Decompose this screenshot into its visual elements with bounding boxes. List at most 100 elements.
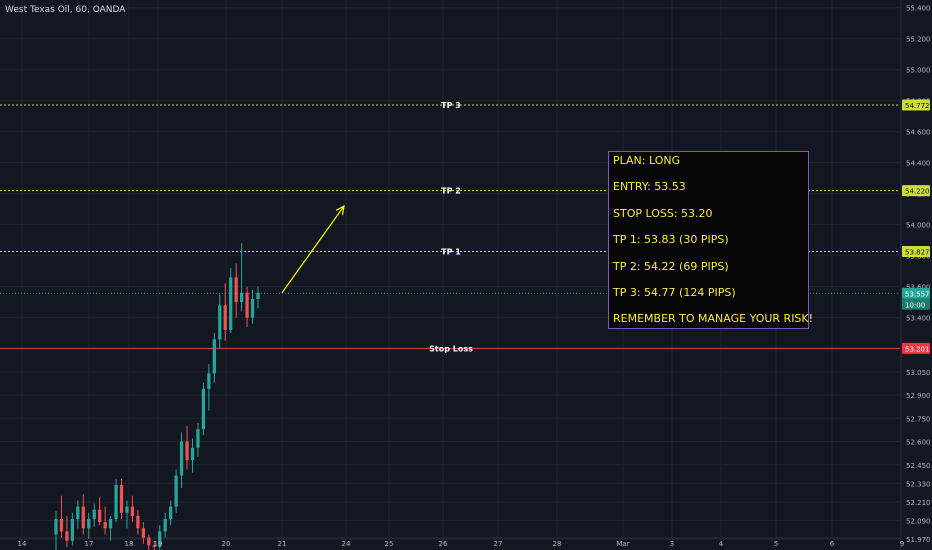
candle-body	[98, 509, 102, 523]
candle-body	[212, 339, 216, 374]
candle-body	[174, 475, 178, 507]
candle-body	[245, 292, 249, 318]
price-axis[interactable]: 55.40055.20055.00054.80054.60054.40054.2…	[906, 5, 931, 544]
time-tick-label: 19	[154, 540, 163, 548]
arrow-shaft	[281, 205, 345, 294]
price-tick-label: 53.400	[906, 315, 931, 323]
stop-loss-label: Stop Loss	[429, 344, 473, 353]
candles	[54, 243, 260, 550]
price-tick-label: 52.090	[906, 518, 931, 526]
candle-body	[141, 528, 145, 538]
price-tick-label: 53.050	[906, 369, 931, 377]
candle-body	[103, 522, 107, 529]
candle-body	[158, 531, 162, 547]
plan-line-tp1: TP 1: 53.83 (30 PIPS)	[613, 233, 729, 247]
take-profit-price-tag: 53.827	[905, 248, 930, 256]
stop-loss-price-tag: 53.201	[905, 345, 930, 353]
price-tick-label: 54.600	[906, 129, 931, 137]
time-tick-label: 3	[670, 540, 674, 548]
plan-line-tp2: TP 2: 54.22 (69 PIPS)	[613, 259, 729, 273]
candle-body	[152, 545, 156, 547]
candle-body	[76, 506, 80, 520]
price-tick-label: 52.750	[906, 415, 931, 423]
candle-body	[92, 509, 96, 520]
candle-body	[239, 292, 244, 303]
last-price-tag: 53.557	[905, 290, 930, 298]
time-tick-label: 9	[900, 540, 904, 548]
price-tick-label: 51.970	[906, 536, 931, 544]
take-profit-label: TP 1	[441, 247, 461, 256]
candle-body	[130, 506, 135, 516]
time-tick-label: 28	[553, 540, 562, 548]
candle-body	[163, 519, 167, 532]
candle-body	[223, 305, 227, 330]
price-tick-label: 52.600	[906, 439, 931, 447]
candle-body	[185, 441, 189, 461]
candle-body	[65, 531, 69, 541]
time-tick-label: Mar	[616, 540, 629, 548]
plan-line-stop-loss: STOP LOSS: 53.20	[613, 206, 713, 220]
stop-loss-price-tag-bg	[902, 342, 930, 354]
plan-line-direction: PLAN: LONG	[613, 154, 681, 167]
candle-body	[190, 447, 195, 461]
price-tick-label: 52.450	[906, 462, 931, 470]
candle-body	[179, 441, 184, 476]
candle-body	[125, 506, 129, 513]
time-tick-label: 21	[278, 540, 287, 548]
trade-plan-box: PLAN: LONG ENTRY: 53.53 STOP LOSS: 53.20…	[608, 151, 813, 329]
price-tick-label: 53.600	[906, 284, 931, 292]
take-profit-price-tag-bg	[902, 99, 930, 111]
candle-body	[207, 373, 211, 389]
price-tick-label: 55.400	[906, 5, 931, 13]
plan-line-risk-note: REMEMBER TO MANAGE YOUR RISK!	[613, 312, 814, 326]
candle-body	[218, 305, 222, 340]
bar-countdown-tag: 10:00	[905, 301, 925, 309]
candle-body	[196, 429, 200, 448]
candle-body	[81, 506, 85, 529]
candle-body	[114, 484, 118, 520]
candle-body	[108, 519, 113, 529]
take-profit-price-tag-bg	[902, 185, 930, 197]
candle-body	[54, 519, 58, 535]
take-profit-price-tag: 54.220	[905, 188, 930, 196]
time-tick-label: 18	[125, 540, 134, 548]
time-axis[interactable]: 14 17 18 19 20 21 24 25 26 27 28 Mar 3 4 5 6 9	[18, 540, 905, 548]
candle-body	[201, 388, 206, 430]
price-tick-label: 54.400	[906, 160, 931, 168]
candle-body	[70, 519, 75, 541]
last-price-tag-bg	[902, 287, 930, 299]
candle-body	[59, 519, 64, 532]
time-tick-label: 27	[494, 540, 503, 548]
time-tick-label: 4	[719, 540, 724, 548]
time-tick-label: 5	[774, 540, 778, 548]
price-tags: 54.772 54.220 53.827 53.201 53.557 10:00	[902, 99, 930, 354]
candle-body	[234, 277, 238, 303]
take-profit-price-tag: 54.772	[905, 102, 930, 110]
candle-body	[147, 537, 151, 546]
candle-body	[169, 506, 173, 520]
candle-body	[250, 299, 255, 318]
symbol-title: West Texas Oil, 60, OANDA	[5, 5, 126, 15]
candle-body	[256, 292, 260, 300]
price-tick-label: 55.000	[906, 67, 931, 75]
candle-body	[87, 519, 91, 529]
price-tick-label: 55.200	[906, 36, 931, 44]
time-tick-label: 17	[85, 540, 94, 548]
time-tick-label: 14	[18, 540, 27, 548]
candle-body	[136, 515, 140, 529]
time-tick-label: 26	[439, 540, 448, 548]
bar-countdown-tag-bg	[902, 298, 930, 310]
time-tick-label: 25	[385, 540, 394, 548]
price-tick-label: 52.900	[906, 392, 931, 400]
time-tick-label: 24	[342, 540, 351, 548]
candle-body	[119, 484, 124, 513]
trade-arrow	[281, 204, 345, 294]
candle-body	[229, 277, 233, 330]
time-tick-label: 20	[222, 540, 231, 548]
price-tick-label: 54.000	[906, 222, 931, 230]
plan-line-entry: ENTRY: 53.53	[613, 180, 686, 194]
take-profit-price-tag-bg	[902, 245, 930, 257]
take-profit-label: TP 2	[441, 187, 461, 196]
